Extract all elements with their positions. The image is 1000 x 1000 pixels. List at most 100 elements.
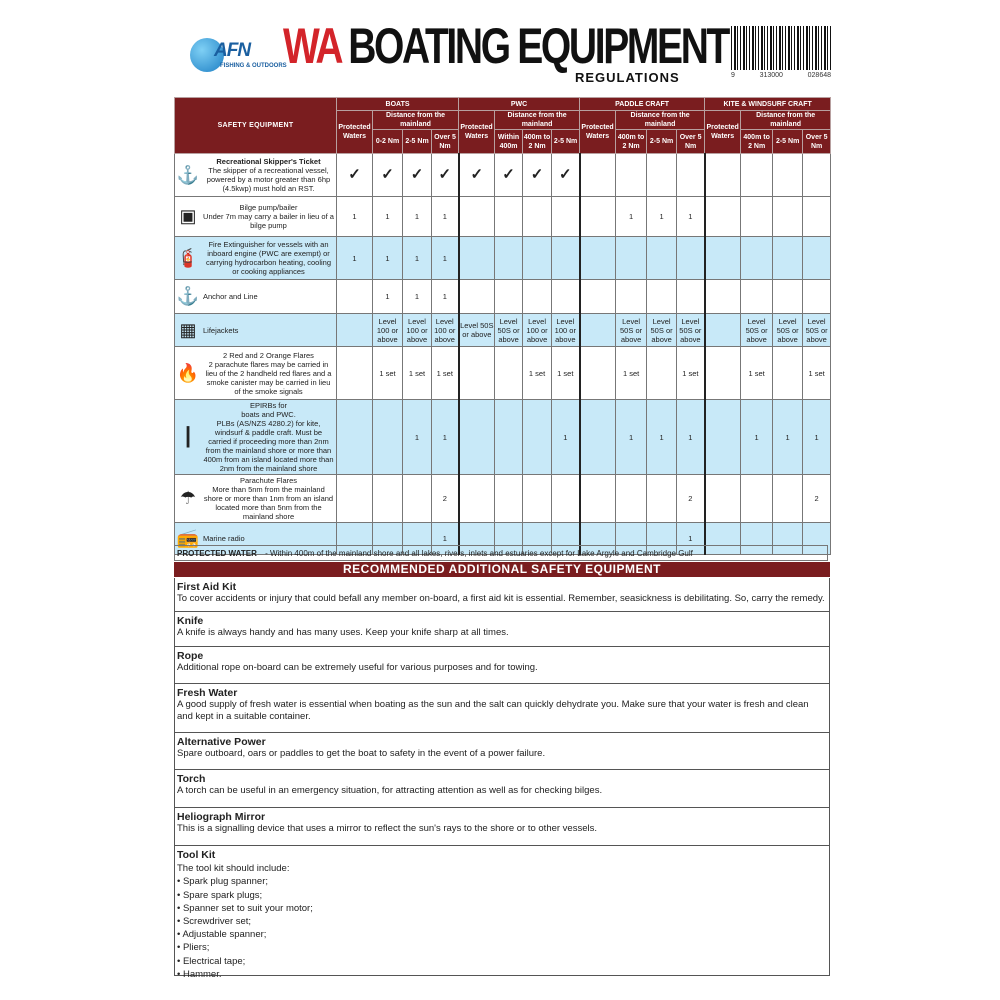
- flare-icon: 🔥: [176, 362, 200, 383]
- recommended-item: Fresh Water A good supply of fresh water …: [174, 684, 830, 733]
- tool-kit-item: • Adjustable spanner;: [177, 929, 267, 941]
- requirement-cell: [703, 346, 742, 400]
- equipment-text: The skipper of a recreational vessel, po…: [206, 166, 331, 193]
- requirement-cell: [522, 196, 553, 237]
- equipment-text: Anchor and Line: [203, 292, 258, 301]
- tool-kit-item: • Spanner set to suit your motor;: [177, 902, 313, 914]
- requirement-value: Level 50S or above: [460, 321, 494, 339]
- requirement-value: 1: [442, 292, 447, 301]
- distance-subheader: 400m to 2 Nm: [615, 129, 648, 154]
- recommended-item: First Aid Kit To cover accidents or injur…: [174, 578, 830, 612]
- protected-waters-header: Protected Waters: [704, 110, 742, 154]
- requirement-cell: 2: [802, 474, 832, 523]
- tool-kit-section: Tool Kit The tool kit should include: • Sp…: [174, 846, 830, 980]
- requirement-cell: [740, 196, 774, 237]
- requirement-cell: [578, 196, 617, 237]
- requirement-value: 1: [352, 253, 357, 263]
- requirement-value: Level 50S or above: [679, 316, 702, 344]
- requirement-cell: [336, 522, 373, 555]
- fire-extinguisher-icon: 🧯: [176, 247, 200, 268]
- logo-text: AFN: [214, 40, 251, 61]
- requirement-value: 1: [414, 292, 420, 301]
- requirement-value: 2: [442, 494, 447, 503]
- equipment-description: ▣ Bilge pump/bailer Under 7m may carry a …: [174, 196, 337, 237]
- requirement-cell: [703, 279, 742, 314]
- check-icon: ✓: [410, 165, 424, 183]
- requirement-cell: Level 100 or above: [372, 313, 403, 347]
- equipment-description: ▦ Lifejackets: [174, 313, 337, 347]
- requirement-cell: [494, 399, 524, 475]
- requirement-cell: 1: [430, 279, 460, 314]
- title-wa: WA: [283, 18, 342, 74]
- requirement-cell: Level 100 or above: [522, 313, 553, 347]
- requirement-cell: [772, 474, 804, 523]
- requirement-value: 1: [688, 432, 693, 442]
- requirement-cell: [457, 346, 496, 400]
- distance-subheader: Within 400m: [494, 129, 524, 154]
- requirement-cell: [802, 196, 832, 237]
- equipment-text: Marine radio: [203, 534, 245, 543]
- requirement-value: 1: [414, 253, 420, 263]
- tool-kit-item: • Spark plug spanner;: [177, 876, 268, 888]
- requirement-value: 1: [442, 534, 447, 543]
- requirement-cell: [402, 522, 432, 555]
- page-title: WA BOATING EQUIPMENT: [283, 18, 730, 74]
- recommended-item-text: To cover accidents or injury that could …: [177, 593, 825, 604]
- requirement-value: 1 set: [408, 368, 426, 378]
- requirement-cell: 2: [430, 474, 460, 523]
- requirement-cell: [578, 236, 617, 280]
- bilge-pump-icon: ▣: [179, 206, 197, 226]
- table-row: ┃ EPIRBs for boats and PWC. PLBs (AS/NZS …: [174, 399, 832, 475]
- requirement-cell: [551, 279, 581, 314]
- requirement-cell: Level 100 or above: [430, 313, 460, 347]
- requirement-value: Level 100 or above: [526, 316, 548, 344]
- requirement-cell: ✓: [430, 153, 460, 197]
- recommended-item-title: Heliograph Mirror: [177, 811, 266, 823]
- requirement-cell: [615, 153, 648, 197]
- barcode-digit: 9: [731, 72, 735, 79]
- recommended-item-title: Torch: [177, 773, 206, 785]
- requirement-cell: 1 set: [740, 346, 774, 400]
- check-icon: ✓: [559, 165, 572, 183]
- requirement-cell: [578, 522, 617, 555]
- requirement-cell: [457, 474, 496, 523]
- requirement-cell: Level 50S or above: [740, 313, 774, 347]
- requirement-cell: [578, 153, 617, 197]
- requirement-value: 1: [814, 432, 819, 442]
- requirement-value: Level 100 or above: [434, 316, 456, 344]
- equipment-text: Fire Extinguisher for vessels with an in…: [205, 240, 332, 276]
- requirement-cell: 1 set: [430, 346, 460, 400]
- protected-waters-header: Protected Waters: [579, 110, 617, 154]
- barcode-digit: 313000: [759, 72, 783, 79]
- requirement-cell: [494, 522, 524, 555]
- requirement-value: 1: [442, 432, 447, 442]
- requirement-cell: [772, 346, 804, 400]
- recommended-item-title: Rope: [177, 650, 204, 662]
- distance-subheader: 400m to 2 Nm: [522, 129, 553, 154]
- requirement-value: Level 100 or above: [406, 316, 428, 344]
- requirement-value: 1 set: [682, 368, 699, 378]
- requirement-cell: [740, 236, 774, 280]
- recommended-item-text: A torch can be useful in an emergency si…: [177, 785, 603, 796]
- requirement-cell: 1: [646, 399, 678, 475]
- recommended-item-title: First Aid Kit: [177, 581, 237, 593]
- requirement-cell: [457, 399, 496, 475]
- equipment-description: 🔥 2 Red and 2 Orange Flares 2 parachute f…: [174, 346, 337, 400]
- requirement-cell: Level 50S or above: [802, 313, 832, 347]
- requirement-cell: Level 50S or above: [676, 313, 706, 347]
- protected-waters-header: Protected Waters: [458, 110, 496, 154]
- requirement-cell: [457, 196, 496, 237]
- requirement-value: 1: [688, 534, 693, 543]
- requirement-cell: 1: [336, 196, 373, 237]
- group-header: PWC: [458, 97, 581, 111]
- requirement-value: Level 50S or above: [650, 316, 673, 344]
- recommended-item-title: Alternative Power: [177, 736, 266, 748]
- requirement-cell: [522, 279, 553, 314]
- requirement-cell: [522, 522, 553, 555]
- requirement-cell: 1: [551, 399, 581, 475]
- afn-logo: AFN FISHING & OUTDOORS: [190, 38, 287, 78]
- table-row: ☂ Parachute Flares More than 5nm from the…: [174, 474, 832, 523]
- tool-kit-item: • Screwdriver set;: [177, 916, 252, 928]
- requirement-cell: 1: [372, 279, 403, 314]
- requirement-cell: [372, 399, 403, 475]
